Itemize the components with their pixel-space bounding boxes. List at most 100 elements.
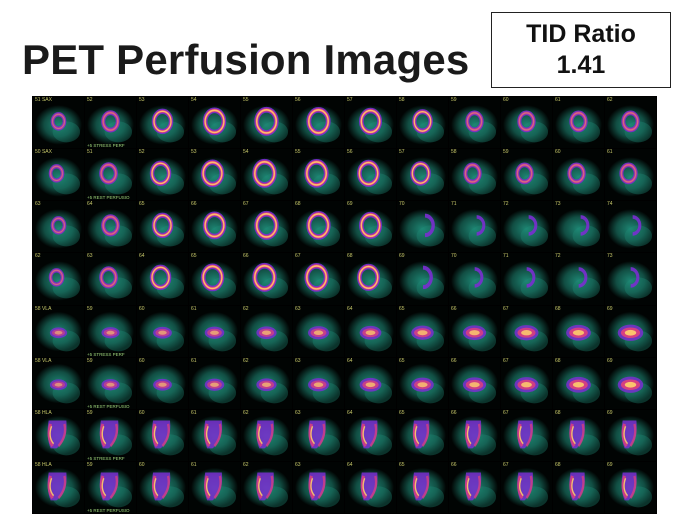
slice-sax-stress-2-3: 66 [189,201,240,253]
slice-number: 69 [607,357,613,364]
slice-sax-rest-1-1: 51 +5 REST PERFUSIO [85,149,136,201]
slice-number: 60 [139,357,145,364]
slice-sax-rest-1-7: 57 [397,149,448,201]
slice-vla-stress-4-4: 62 [241,305,292,357]
slice-hla-stress-6-8: 66 [449,409,500,461]
slice-number: 68 [555,461,561,468]
slice-vla-rest-5-7: 65 [397,357,448,409]
slice-number: 64 [347,357,353,364]
slice-number: 58 HLA [35,461,52,468]
slice-hla-rest-7-9: 67 [501,461,552,513]
slice-hla-rest-7-10: 68 [553,461,604,513]
slice-number: 69 [607,409,613,416]
slice-number: 65 [191,253,197,260]
pet-image-grid: 51 SAX 52 +5 STRESS PERF 53 54 55 [32,96,657,514]
series-label: +5 REST PERFUSIO [87,508,130,513]
slice-sax-stress-0-10: 61 [553,97,604,149]
slice-vla-stress-4-5: 63 [293,305,344,357]
slice-sax-rest-1-10: 60 [553,149,604,201]
slice-number: 62 [243,461,249,468]
slice-number: 60 [503,97,509,103]
slice-number: 67 [503,305,509,312]
slice-vla-rest-5-6: 64 [345,357,396,409]
slice-hla-rest-7-8: 66 [449,461,500,513]
slice-sax-rest-3-1: 63 [85,253,136,305]
slice-number: 73 [555,201,561,208]
slice-number: 68 [347,253,353,260]
slice-vla-stress-4-7: 65 [397,305,448,357]
slice-hla-rest-7-0: 58 HLA [33,461,84,513]
slice-vla-stress-4-0: 58 VLA [33,305,84,357]
slice-sax-stress-0-9: 60 [501,97,552,149]
slice-number: 63 [295,461,301,468]
slice-vla-stress-4-8: 66 [449,305,500,357]
slice-sax-stress-2-9: 72 [501,201,552,253]
slice-sax-rest-3-9: 71 [501,253,552,305]
slice-hla-stress-6-1: 59 +5 STRESS PERF [85,409,136,461]
slice-sax-stress-0-5: 56 [293,97,344,149]
slice-sax-rest-3-8: 70 [449,253,500,305]
slice-number: 62 [243,357,249,364]
slice-vla-rest-5-1: 59 +5 REST PERFUSIO [85,357,136,409]
slice-sax-rest-3-4: 66 [241,253,292,305]
slice-number: 63 [295,409,301,416]
tid-ratio-label: TID Ratio [526,20,636,48]
slice-number: 64 [87,201,93,208]
slice-number: 59 [87,357,93,364]
slice-number: 56 [347,149,353,156]
slice-hla-rest-7-7: 65 [397,461,448,513]
slice-number: 62 [607,97,613,103]
slice-number: 63 [295,357,301,364]
slice-sax-rest-1-8: 58 [449,149,500,201]
slice-number: 66 [451,409,457,416]
slice-number: 64 [347,305,353,312]
slice-sax-rest-3-11: 73 [605,253,656,305]
slice-number: 66 [243,253,249,260]
slice-sax-stress-2-10: 73 [553,201,604,253]
slice-number: 66 [451,305,457,312]
slice-vla-stress-4-11: 69 [605,305,656,357]
slice-number: 51 SAX [35,97,52,103]
slice-sax-stress-0-7: 58 [397,97,448,149]
slice-number: 71 [451,201,457,208]
slice-number: 71 [503,253,509,260]
slice-number: 59 [451,97,457,103]
slice-hla-rest-7-3: 61 [189,461,240,513]
slice-number: 72 [503,201,509,208]
slice-number: 61 [191,357,197,364]
slice-sax-stress-0-4: 55 [241,97,292,149]
slice-hla-rest-7-1: 59 +5 REST PERFUSIO [85,461,136,513]
slice-hla-stress-6-11: 69 [605,409,656,461]
slice-number: 52 [139,149,145,156]
slice-number: 67 [503,357,509,364]
slice-vla-stress-4-9: 67 [501,305,552,357]
slice-number: 65 [139,201,145,208]
slice-number: 61 [191,305,197,312]
series-label: +5 STRESS PERF [87,351,125,357]
slice-number: 65 [399,461,405,468]
slice-vla-stress-4-10: 68 [553,305,604,357]
slice-number: 53 [191,149,197,156]
slice-sax-stress-2-4: 67 [241,201,292,253]
series-label: +5 STRESS PERF [87,143,125,149]
slice-sax-stress-0-6: 57 [345,97,396,149]
slice-number: 67 [295,253,301,260]
slice-number: 50 SAX [35,149,52,156]
slice-number: 69 [347,201,353,208]
slice-sax-stress-2-2: 65 [137,201,188,253]
slice-hla-stress-6-2: 60 [137,409,188,461]
slice-number: 63 [295,305,301,312]
slice-number: 59 [87,461,93,468]
slice-number: 73 [607,253,613,260]
slice-number: 68 [295,201,301,208]
slice-number: 51 [87,149,93,156]
slice-number: 62 [243,409,249,416]
slice-number: 58 [451,149,457,156]
slice-sax-stress-0-11: 62 [605,97,656,149]
slice-number: 70 [399,201,405,208]
slice-sax-rest-1-2: 52 [137,149,188,201]
slice-vla-rest-5-8: 66 [449,357,500,409]
slice-number: 64 [347,461,353,468]
slice-hla-rest-7-5: 63 [293,461,344,513]
slice-sax-rest-1-5: 55 [293,149,344,201]
